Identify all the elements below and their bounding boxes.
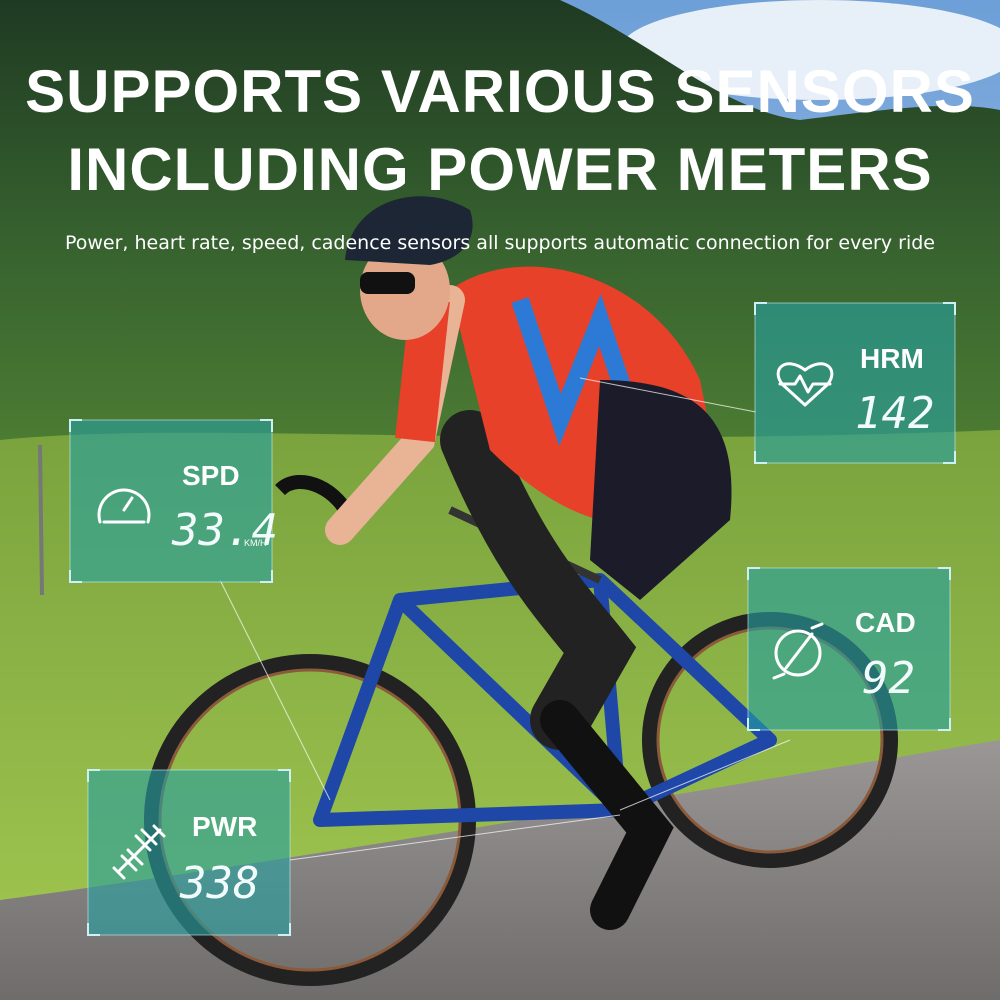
- card-value: 338: [179, 858, 259, 909]
- headline: SUPPORTS VARIOUS SENSORS INCLUDING POWER…: [25, 58, 975, 254]
- card-label: SPD: [182, 460, 240, 491]
- card-hrm: HRM 142: [754, 302, 956, 464]
- card-label: CAD: [855, 607, 916, 638]
- card-value: 92: [862, 653, 915, 704]
- card-value: 142: [855, 388, 934, 439]
- card-pwr: PWR 338: [87, 769, 291, 936]
- card-value: 33.4: [171, 505, 278, 556]
- card-unit: KM/H: [244, 538, 267, 548]
- card-spd: SPD 33.4 KM/H: [69, 419, 278, 583]
- headline-line: SUPPORTS VARIOUS SENSORS: [25, 58, 975, 125]
- subtitle: Power, heart rate, speed, cadence sensor…: [65, 232, 935, 254]
- card-cad: CAD 92: [747, 567, 951, 731]
- headline-line: INCLUDING POWER METERS: [67, 136, 932, 203]
- card-label: PWR: [192, 811, 257, 842]
- card-label: HRM: [860, 343, 924, 374]
- connector-lines: [219, 377, 791, 861]
